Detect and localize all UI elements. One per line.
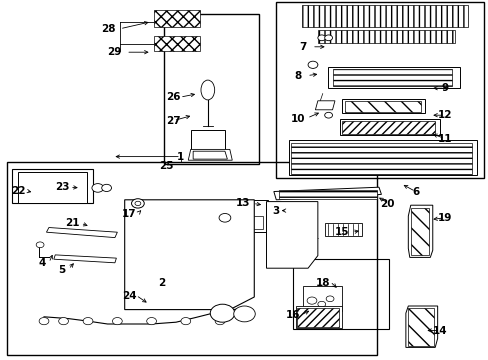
Bar (221, 200, 267, 232)
Ellipse shape (201, 80, 214, 100)
Circle shape (92, 184, 103, 192)
Bar (154, 10, 200, 27)
Text: 16: 16 (285, 310, 300, 320)
Circle shape (112, 318, 122, 325)
Text: 22: 22 (11, 186, 25, 196)
Polygon shape (46, 228, 117, 238)
Circle shape (317, 301, 325, 307)
Bar (276, 2, 483, 178)
Text: 14: 14 (432, 326, 447, 336)
Text: 24: 24 (122, 291, 137, 301)
Text: 4: 4 (39, 258, 46, 268)
Text: 20: 20 (380, 199, 394, 210)
Circle shape (317, 35, 325, 41)
Polygon shape (190, 130, 224, 151)
Circle shape (306, 297, 316, 304)
Text: 6: 6 (411, 186, 418, 197)
Circle shape (324, 112, 332, 118)
Text: 15: 15 (334, 227, 349, 237)
Circle shape (131, 199, 144, 208)
Polygon shape (193, 151, 227, 159)
Circle shape (146, 318, 156, 325)
Bar (325, 223, 361, 236)
Polygon shape (407, 205, 432, 257)
Bar (163, 14, 259, 164)
Bar (293, 259, 388, 329)
Bar (332, 69, 451, 86)
Circle shape (325, 296, 333, 302)
Polygon shape (273, 187, 381, 200)
Text: 28: 28 (101, 24, 116, 34)
Text: 23: 23 (55, 182, 69, 192)
Text: 5: 5 (59, 265, 65, 275)
Circle shape (39, 318, 49, 325)
Text: 25: 25 (159, 161, 173, 171)
Text: 9: 9 (441, 83, 447, 93)
Polygon shape (339, 119, 439, 135)
Bar (18, 172, 86, 203)
Polygon shape (288, 140, 476, 175)
Circle shape (324, 35, 332, 41)
Polygon shape (315, 101, 334, 110)
Bar (278, 190, 376, 199)
Bar (317, 30, 454, 43)
Polygon shape (124, 200, 254, 310)
Bar (302, 5, 468, 27)
Text: 13: 13 (235, 198, 250, 208)
Text: 19: 19 (437, 213, 451, 223)
Polygon shape (266, 202, 317, 268)
Circle shape (210, 304, 234, 322)
Circle shape (83, 318, 93, 325)
Bar (342, 121, 434, 134)
Circle shape (215, 318, 224, 325)
Polygon shape (54, 255, 116, 263)
Polygon shape (188, 149, 232, 160)
Bar (12, 169, 93, 203)
Text: 3: 3 (272, 206, 279, 216)
Circle shape (102, 184, 111, 192)
Circle shape (36, 242, 44, 248)
Text: 18: 18 (315, 278, 329, 288)
Text: 21: 21 (65, 218, 80, 228)
Circle shape (307, 61, 317, 68)
Circle shape (233, 306, 255, 322)
Text: 12: 12 (437, 110, 451, 120)
Bar (407, 308, 433, 346)
Bar (290, 143, 471, 174)
Circle shape (59, 318, 68, 325)
Bar (7, 162, 376, 355)
Text: 17: 17 (122, 209, 137, 219)
Text: 1: 1 (177, 152, 184, 162)
Bar (303, 286, 342, 311)
Bar (297, 308, 338, 327)
Circle shape (219, 213, 230, 222)
Polygon shape (295, 306, 342, 328)
Circle shape (181, 318, 190, 325)
Text: 8: 8 (294, 71, 301, 81)
Text: 27: 27 (166, 116, 181, 126)
Polygon shape (327, 67, 459, 88)
Text: 26: 26 (166, 92, 181, 102)
Bar (410, 208, 428, 255)
Bar (154, 36, 200, 51)
Text: 11: 11 (437, 134, 451, 144)
Polygon shape (225, 216, 263, 229)
Text: 2: 2 (158, 278, 164, 288)
Text: 7: 7 (299, 42, 306, 52)
Text: 29: 29 (106, 47, 121, 57)
Circle shape (135, 201, 141, 206)
Polygon shape (405, 306, 437, 347)
Bar (344, 101, 420, 112)
Polygon shape (342, 99, 425, 113)
Text: 10: 10 (290, 114, 305, 124)
